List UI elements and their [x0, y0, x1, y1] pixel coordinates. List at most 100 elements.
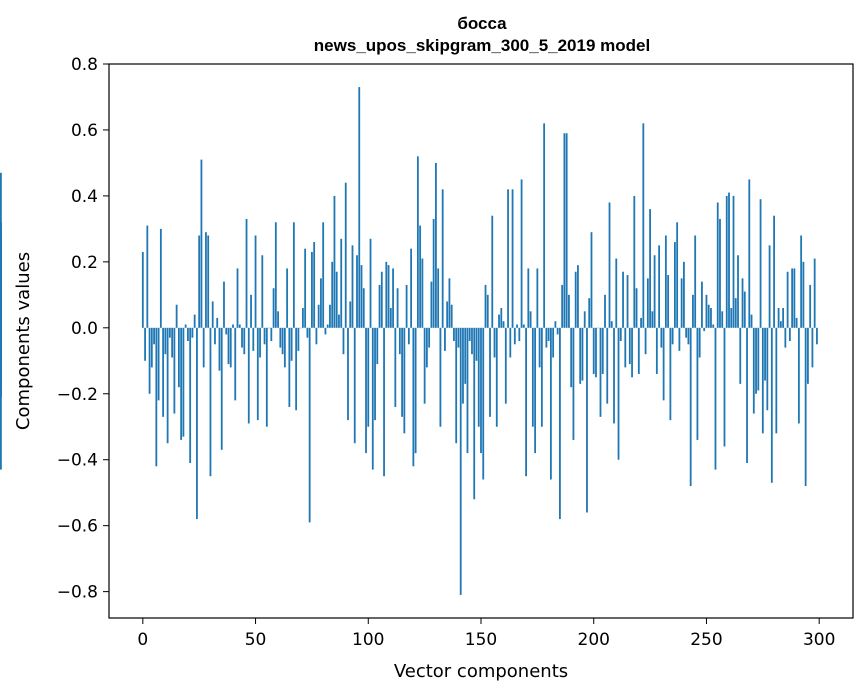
bar: [507, 189, 509, 328]
bar: [184, 324, 187, 328]
bar: [779, 321, 782, 328]
bar: [813, 258, 816, 328]
bar: [295, 327, 298, 411]
bar: [757, 327, 760, 391]
bar: [734, 298, 737, 328]
bar: [180, 327, 183, 440]
bar: [565, 133, 568, 328]
bar: [342, 327, 345, 355]
bar: [274, 222, 277, 328]
bar: [504, 327, 507, 404]
bar: [196, 327, 198, 520]
bar: [335, 271, 338, 328]
bar: [448, 278, 451, 328]
bar: [441, 189, 444, 328]
bar: [471, 327, 473, 355]
bar: [236, 268, 239, 328]
bar: [306, 327, 309, 338]
bar: [175, 304, 178, 328]
bar: [601, 327, 604, 374]
bar: [743, 291, 746, 328]
bar: [631, 327, 633, 378]
bar: [308, 327, 311, 523]
bar: [173, 327, 176, 414]
bars-group: [0, 87, 818, 595]
bar: [804, 327, 807, 487]
bar: [331, 261, 334, 328]
bar: [380, 271, 383, 328]
bar: [793, 268, 796, 328]
bar: [581, 327, 584, 381]
bar: [475, 327, 478, 361]
x-tick-label: 150: [465, 630, 497, 650]
bar: [146, 225, 149, 328]
bar: [640, 317, 642, 328]
bar: [534, 327, 537, 454]
bar: [205, 232, 207, 328]
bar: [795, 317, 798, 328]
bar: [301, 308, 304, 328]
bar: [383, 327, 385, 477]
bar: [714, 327, 717, 470]
y-tick-label: 0.2: [71, 253, 98, 273]
bar: [351, 245, 354, 328]
bar: [473, 327, 476, 500]
bar: [649, 209, 651, 328]
bar: [595, 327, 597, 378]
bar: [428, 327, 431, 348]
bar: [223, 281, 225, 328]
bar: [416, 156, 419, 328]
bar: [811, 327, 814, 368]
bar: [644, 327, 647, 355]
bar: [525, 327, 527, 477]
bar: [696, 327, 699, 440]
bar: [315, 327, 318, 345]
bar: [676, 222, 679, 328]
bar: [628, 327, 631, 365]
bar: [430, 281, 433, 328]
bar: [320, 278, 322, 328]
bar: [685, 327, 688, 338]
bar: [486, 294, 489, 328]
bar: [572, 327, 575, 440]
bar: [637, 327, 640, 374]
bar: [807, 327, 809, 384]
bar: [664, 235, 667, 328]
bar: [157, 327, 160, 401]
bar: [410, 248, 413, 328]
y-tick-label: −0.8: [57, 583, 98, 603]
bar: [635, 288, 638, 328]
bar: [692, 294, 694, 328]
bar: [144, 327, 146, 361]
bar: [642, 123, 645, 328]
bar: [723, 327, 726, 447]
bar: [671, 327, 674, 345]
bar: [495, 327, 498, 427]
bar: [556, 327, 559, 335]
bar: [705, 294, 708, 328]
bar: [324, 327, 327, 335]
bar: [225, 327, 228, 335]
bar: [211, 301, 214, 328]
bar: [407, 327, 410, 345]
bar: [329, 304, 331, 328]
bar: [238, 324, 241, 328]
bar: [250, 294, 252, 328]
bar: [317, 304, 320, 328]
bar: [604, 294, 606, 328]
bar: [421, 258, 424, 328]
bar: [362, 288, 365, 328]
bar: [511, 189, 514, 328]
bar: [797, 327, 800, 424]
bar: [369, 238, 372, 328]
bar: [311, 251, 313, 328]
bar: [610, 321, 613, 328]
bar: [667, 275, 670, 328]
bar: [559, 327, 561, 520]
bar: [254, 235, 257, 328]
bar: [182, 327, 185, 437]
bar: [290, 327, 293, 361]
bar: [187, 327, 189, 341]
bar: [809, 284, 812, 328]
bar: [216, 317, 219, 328]
